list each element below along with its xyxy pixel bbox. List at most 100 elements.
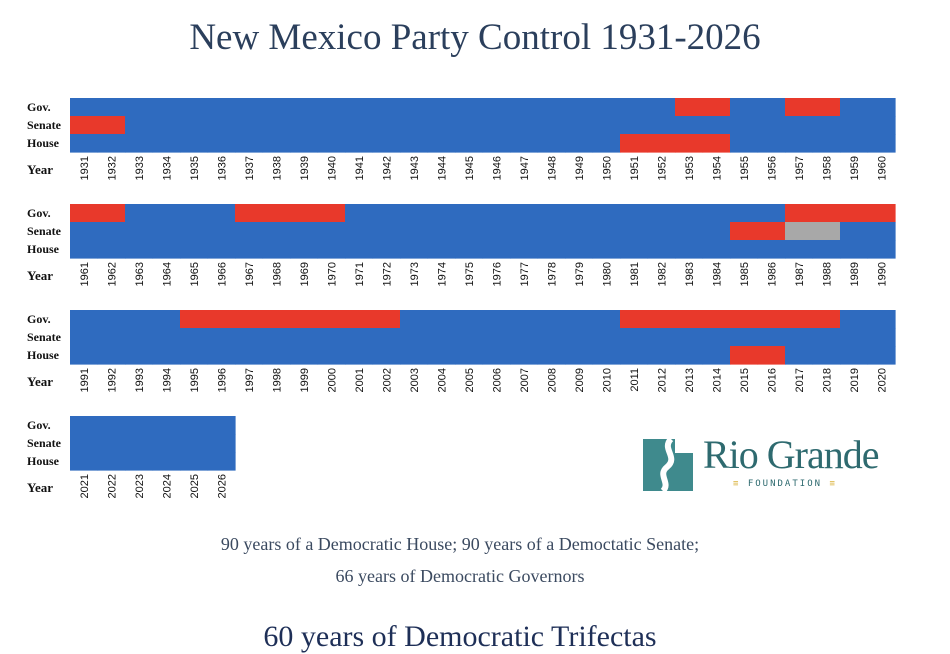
- cell-senate-1956: [757, 116, 786, 135]
- cell-gov-2014: [702, 310, 731, 329]
- cell-house-1987: [785, 240, 814, 259]
- cell-senate-2024: [152, 434, 181, 453]
- cell-senate-1975: [455, 222, 484, 241]
- cell-house-1938: [262, 134, 291, 153]
- cell-senate-1980: [592, 222, 621, 241]
- year-tick-1942: 1942: [381, 156, 393, 180]
- year-tick-1934: 1934: [161, 156, 173, 180]
- cell-house-1962: [97, 240, 126, 259]
- cell-senate-1954: [702, 116, 731, 135]
- cell-house-1951: [620, 134, 649, 153]
- year-tick-1964: 1964: [161, 262, 173, 286]
- cell-gov-2002: [372, 310, 401, 329]
- cell-gov-1969: [290, 204, 319, 223]
- cell-senate-1945: [455, 116, 484, 135]
- cell-senate-1949: [565, 116, 594, 135]
- summary-line-2: 66 years of Democratic Governors: [335, 566, 585, 586]
- year-tick-1931: 1931: [79, 156, 91, 180]
- year-tick-1967: 1967: [244, 262, 256, 286]
- cell-senate-1965: [180, 222, 209, 241]
- cell-senate-1988: [812, 222, 841, 241]
- cell-senate-2015: [730, 328, 759, 347]
- cell-senate-2007: [510, 328, 539, 347]
- year-tick-2014: 2014: [711, 368, 723, 392]
- year-tick-1993: 1993: [134, 368, 146, 392]
- cell-gov-1939: [290, 98, 319, 117]
- cell-senate-2010: [592, 328, 621, 347]
- cell-senate-1939: [290, 116, 319, 135]
- cell-gov-1944: [427, 98, 456, 117]
- cell-senate-1998: [262, 328, 291, 347]
- cell-house-2000: [317, 346, 346, 365]
- cell-house-2019: [840, 346, 869, 365]
- cell-gov-1954: [702, 98, 731, 117]
- cell-house-2015: [730, 346, 759, 365]
- cell-senate-2020: [867, 328, 896, 347]
- cell-house-1991: [70, 346, 99, 365]
- cell-house-1998: [262, 346, 291, 365]
- row-label-senate: Senate: [27, 118, 62, 132]
- cell-senate-1971: [345, 222, 374, 241]
- cell-gov-1947: [510, 98, 539, 117]
- logo-subtitle-text: FOUNDATION: [747, 479, 823, 489]
- cell-senate-2019: [840, 328, 869, 347]
- cell-house-1945: [455, 134, 484, 153]
- cell-senate-1999: [290, 328, 319, 347]
- year-tick-1978: 1978: [546, 262, 558, 286]
- cell-gov-1979: [565, 204, 594, 223]
- cell-gov-2018: [812, 310, 841, 329]
- year-tick-1968: 1968: [271, 262, 283, 286]
- year-tick-1952: 1952: [656, 156, 668, 180]
- year-tick-1951: 1951: [629, 156, 641, 180]
- cell-senate-1968: [262, 222, 291, 241]
- cell-gov-1957: [785, 98, 814, 117]
- cell-senate-1986: [757, 222, 786, 241]
- cell-gov-1946: [482, 98, 511, 117]
- cell-senate-1937: [235, 116, 264, 135]
- cell-gov-2010: [592, 310, 621, 329]
- cell-gov-1996: [207, 310, 236, 329]
- year-tick-2013: 2013: [684, 368, 696, 392]
- year-tick-1945: 1945: [464, 156, 476, 180]
- cell-house-1940: [317, 134, 346, 153]
- year-tick-1939: 1939: [299, 156, 311, 180]
- cell-senate-1941: [345, 116, 374, 135]
- row-label-gov: Gov.: [27, 100, 51, 114]
- cell-gov-1983: [675, 204, 704, 223]
- year-tick-1991: 1991: [79, 368, 91, 392]
- cell-gov-1971: [345, 204, 374, 223]
- cell-house-1943: [400, 134, 429, 153]
- cell-gov-1976: [482, 204, 511, 223]
- cell-gov-1985: [730, 204, 759, 223]
- rio-grande-river-icon: [643, 436, 693, 494]
- cell-gov-2011: [620, 310, 649, 329]
- year-tick-1984: 1984: [711, 262, 723, 286]
- cell-senate-2016: [757, 328, 786, 347]
- year-tick-1997: 1997: [244, 368, 256, 392]
- cell-house-1980: [592, 240, 621, 259]
- cell-senate-1961: [70, 222, 99, 241]
- cell-gov-1963: [125, 204, 154, 223]
- cell-house-1958: [812, 134, 841, 153]
- cell-senate-2000: [317, 328, 346, 347]
- cell-house-1959: [840, 134, 869, 153]
- cell-senate-2001: [345, 328, 374, 347]
- cell-house-2008: [537, 346, 566, 365]
- cell-house-2016: [757, 346, 786, 365]
- year-tick-2010: 2010: [601, 368, 613, 392]
- year-tick-2025: 2025: [189, 474, 201, 498]
- cell-house-2020: [867, 346, 896, 365]
- cell-house-1960: [867, 134, 896, 153]
- cell-house-1996: [207, 346, 236, 365]
- cell-senate-1959: [840, 116, 869, 135]
- year-axis-label: Year: [27, 374, 53, 389]
- cell-house-1971: [345, 240, 374, 259]
- year-tick-2018: 2018: [821, 368, 833, 392]
- cell-gov-2025: [180, 416, 209, 435]
- year-tick-1937: 1937: [244, 156, 256, 180]
- cell-senate-2004: [427, 328, 456, 347]
- cell-gov-1968: [262, 204, 291, 223]
- logo-subtitle: ≡ FOUNDATION ≡: [733, 479, 837, 489]
- cell-house-2024: [152, 452, 181, 471]
- year-tick-1976: 1976: [491, 262, 503, 286]
